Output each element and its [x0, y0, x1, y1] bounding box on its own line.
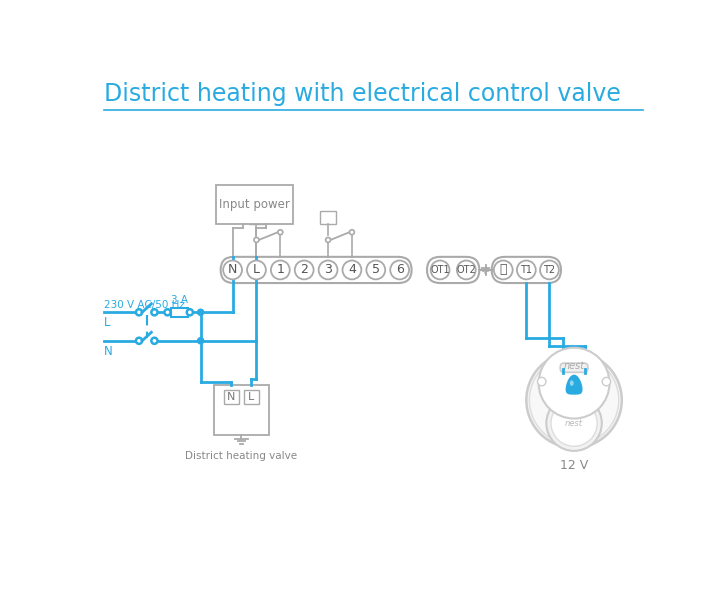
Circle shape — [197, 309, 204, 315]
Circle shape — [136, 338, 142, 344]
Ellipse shape — [570, 380, 574, 386]
Circle shape — [247, 261, 266, 279]
Text: T1: T1 — [521, 265, 532, 275]
Circle shape — [526, 352, 622, 448]
Circle shape — [254, 238, 259, 242]
FancyBboxPatch shape — [223, 390, 239, 403]
Text: 230 V AC/50 Hz: 230 V AC/50 Hz — [103, 300, 184, 310]
FancyBboxPatch shape — [427, 257, 479, 283]
Text: nest: nest — [563, 361, 585, 371]
Text: N: N — [228, 264, 237, 276]
Text: ⏚: ⏚ — [499, 264, 507, 276]
Circle shape — [278, 230, 282, 235]
Circle shape — [540, 261, 559, 279]
Circle shape — [551, 400, 597, 446]
Circle shape — [223, 261, 242, 279]
Text: 5: 5 — [372, 264, 380, 276]
FancyBboxPatch shape — [491, 257, 561, 283]
Text: 12 V: 12 V — [560, 459, 588, 472]
Text: N: N — [227, 391, 236, 402]
Circle shape — [457, 261, 475, 279]
Text: District heating with electrical control valve: District heating with electrical control… — [103, 82, 620, 106]
Polygon shape — [566, 375, 582, 394]
Text: 3: 3 — [324, 264, 332, 276]
Circle shape — [165, 309, 170, 315]
Circle shape — [546, 396, 602, 451]
Circle shape — [494, 261, 513, 279]
Circle shape — [537, 377, 546, 386]
Circle shape — [602, 377, 611, 386]
Circle shape — [539, 347, 609, 419]
FancyBboxPatch shape — [216, 185, 293, 224]
FancyBboxPatch shape — [170, 308, 188, 317]
FancyBboxPatch shape — [249, 211, 264, 224]
Text: 6: 6 — [396, 264, 403, 276]
Circle shape — [187, 309, 193, 315]
Circle shape — [342, 261, 361, 279]
Circle shape — [271, 261, 290, 279]
Text: L: L — [248, 391, 255, 402]
Text: District heating valve: District heating valve — [186, 450, 298, 460]
FancyBboxPatch shape — [214, 385, 269, 435]
Text: nest: nest — [565, 419, 583, 428]
Circle shape — [517, 261, 536, 279]
Text: T2: T2 — [543, 265, 555, 275]
Circle shape — [366, 261, 385, 279]
Text: 4: 4 — [348, 264, 356, 276]
Circle shape — [319, 261, 338, 279]
Text: 1: 1 — [277, 264, 284, 276]
FancyBboxPatch shape — [561, 363, 588, 372]
Circle shape — [151, 338, 157, 344]
Text: OT1: OT1 — [430, 265, 450, 275]
Text: Input power: Input power — [219, 198, 290, 211]
Text: N: N — [103, 345, 112, 358]
Text: L: L — [253, 264, 260, 276]
Text: OT2: OT2 — [456, 265, 476, 275]
Circle shape — [349, 230, 355, 235]
Text: 2: 2 — [300, 264, 308, 276]
Text: L: L — [103, 316, 110, 329]
FancyBboxPatch shape — [320, 211, 336, 224]
FancyBboxPatch shape — [221, 257, 411, 283]
Circle shape — [529, 355, 619, 445]
Circle shape — [325, 238, 331, 242]
Circle shape — [295, 261, 314, 279]
Circle shape — [431, 261, 449, 279]
Circle shape — [390, 261, 409, 279]
Circle shape — [151, 309, 157, 315]
Text: 3 A: 3 A — [170, 295, 188, 305]
FancyBboxPatch shape — [244, 390, 259, 403]
Circle shape — [197, 338, 204, 344]
Circle shape — [136, 309, 142, 315]
